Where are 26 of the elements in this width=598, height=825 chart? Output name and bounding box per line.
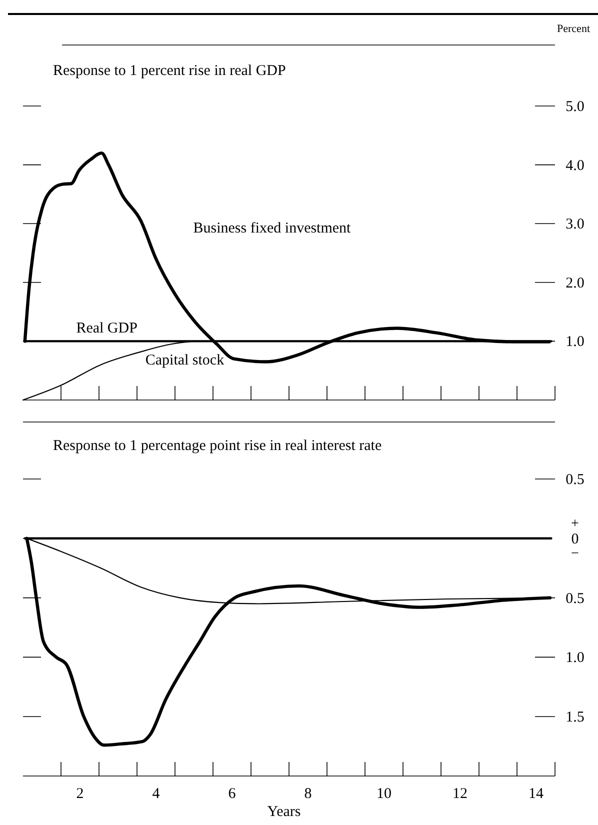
text: − xyxy=(571,546,580,562)
x-tick-label: 12 xyxy=(452,786,468,802)
x-tick-label: 14 xyxy=(528,786,544,802)
y-tick-label: 3.0 xyxy=(566,216,584,233)
chart-title: Response to 1 percent rise in real GDP xyxy=(53,63,286,79)
y-tick-label: 0 xyxy=(571,531,579,548)
y-tick-label: 0.5 xyxy=(566,472,584,488)
x-tick-label: 4 xyxy=(152,786,160,802)
text: Business fixed investment xyxy=(193,220,352,236)
y-tick-label: 4.0 xyxy=(566,158,584,174)
x-tick-label: 10 xyxy=(376,786,392,802)
x-axis-title: Years xyxy=(267,804,301,820)
y-tick-label: 5.0 xyxy=(566,99,584,115)
series-label: Real GDP xyxy=(76,320,138,336)
y-tick-label: 1.5 xyxy=(566,710,584,726)
y-tick-label: 1.0 xyxy=(566,334,584,350)
x-tick-label: 6 xyxy=(228,786,236,802)
y-axis-title: Percent xyxy=(557,23,590,35)
y-tick-label: 0.5 xyxy=(566,590,584,607)
text: + xyxy=(571,516,580,532)
y-tick-label: 1.0 xyxy=(566,650,584,666)
series-label: Capital stock xyxy=(145,352,225,369)
x-tick-label: 8 xyxy=(304,786,312,802)
chart-title: Response to 1 percentage point rise in real interest rate xyxy=(53,438,382,454)
x-tick-label: 2 xyxy=(76,786,84,802)
y-tick-label: 2.0 xyxy=(566,275,584,292)
